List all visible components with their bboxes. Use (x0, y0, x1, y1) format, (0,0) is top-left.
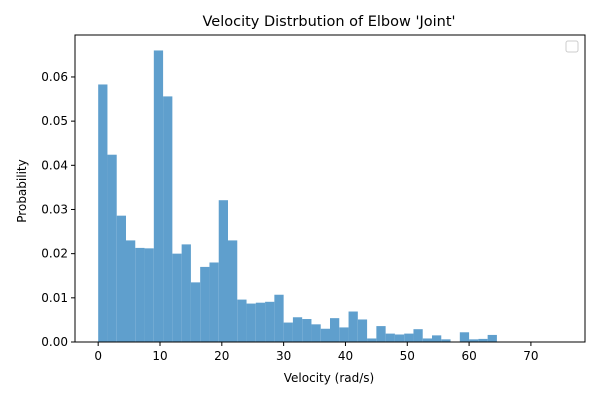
histogram-bar (255, 302, 266, 342)
histogram-bar (432, 335, 442, 342)
histogram-bar (228, 240, 238, 342)
histogram-bar (376, 326, 386, 342)
y-tick-label: 0.05 (41, 114, 68, 128)
histogram-bar (385, 333, 395, 342)
legend-box (565, 40, 579, 53)
histogram-bar (209, 262, 219, 342)
histogram-bar (283, 322, 293, 342)
histogram-bar (144, 248, 154, 342)
histogram-bar (422, 338, 432, 342)
histogram-bar (200, 266, 210, 342)
x-tick-label: 40 (338, 349, 353, 363)
histogram-bar (357, 319, 368, 342)
histogram-bar (339, 327, 349, 342)
histogram-bar (265, 301, 275, 342)
plot-area: 0 10 20 30 40 50 60 70 0.00 0.01 0.02 0.03 0.04 0.05 0… (41, 34, 586, 363)
histogram-bar (172, 253, 182, 342)
histogram-bar (135, 247, 145, 342)
x-tick-label: 50 (400, 349, 415, 363)
histogram-bar (367, 338, 377, 342)
x-tick-label: 30 (276, 349, 291, 363)
histogram-bar (404, 333, 414, 342)
y-axis-label: Probability (15, 159, 29, 222)
histogram-bar (181, 244, 191, 342)
histogram-bar (116, 215, 126, 342)
histogram-bar (469, 339, 479, 342)
x-axis-label: Velocity (rad/s) (284, 371, 374, 385)
y-tick-label: 0.06 (41, 70, 68, 84)
histogram-bar (98, 84, 108, 342)
histogram-bar (292, 317, 303, 342)
x-tick-label: 60 (461, 349, 476, 363)
histogram-bar (237, 299, 247, 342)
axes-frame (74, 34, 586, 343)
y-tick-label: 0.00 (41, 335, 68, 349)
histogram-bar (320, 328, 330, 342)
y-tick-label: 0.04 (41, 158, 68, 172)
histogram-bar (126, 240, 136, 342)
histogram-bar (153, 50, 164, 343)
x-tick-label: 70 (523, 349, 538, 363)
histogram-bar (311, 324, 321, 342)
histogram-bar (441, 339, 451, 342)
histogram-bar (487, 334, 497, 342)
histogram-bar (413, 329, 423, 342)
y-tick-label: 0.02 (41, 247, 68, 261)
x-tick-label: 10 (152, 349, 167, 363)
histogram-bar (107, 154, 117, 342)
histogram-bar (190, 282, 201, 342)
x-tick-label: 0 (94, 349, 102, 363)
histogram-bar (478, 338, 488, 342)
histogram-bar (218, 200, 228, 342)
histogram-bar (394, 334, 405, 342)
x-tick-label: 20 (214, 349, 229, 363)
histogram-bar (459, 332, 470, 342)
histogram-bar (246, 303, 256, 342)
y-tick-label: 0.01 (41, 291, 68, 305)
histogram-bar (274, 294, 284, 342)
chart-title: Velocity Distrbution of Elbow 'Joint' (202, 14, 455, 30)
y-tick-label: 0.03 (41, 202, 68, 216)
histogram-bar (302, 319, 312, 342)
histogram-bar (330, 318, 340, 342)
histogram-bar (348, 311, 358, 342)
histogram-bar (163, 96, 173, 343)
